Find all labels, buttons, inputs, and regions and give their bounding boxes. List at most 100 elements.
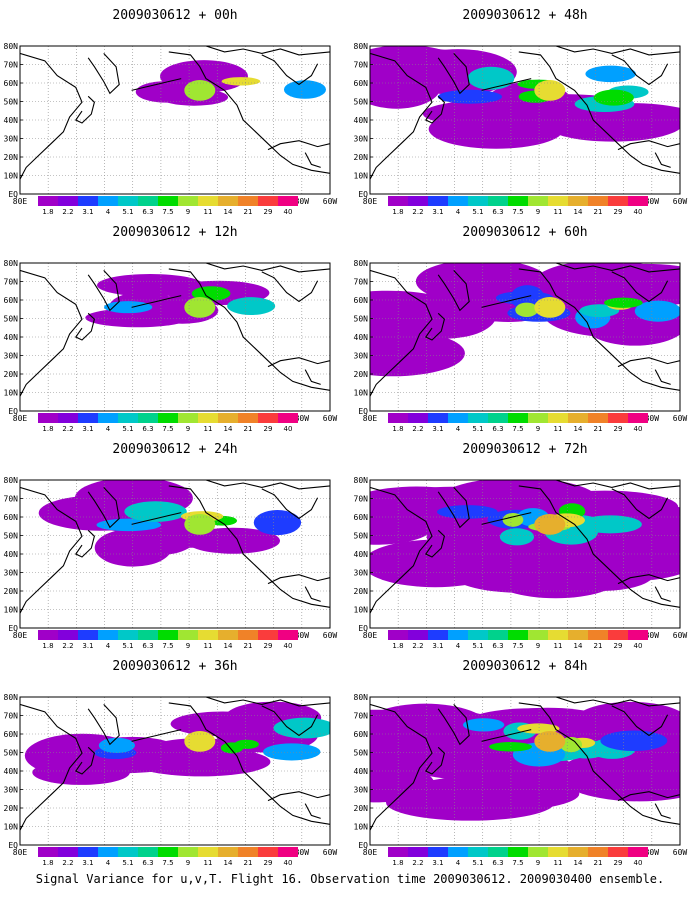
colorbar-label: 4 bbox=[105, 642, 111, 650]
colorbar-label: 9 bbox=[185, 859, 191, 867]
variance-region bbox=[221, 77, 261, 86]
colorbar-swatch bbox=[118, 847, 138, 857]
colorbar-swatch bbox=[528, 196, 548, 206]
latitude-label: 40N bbox=[4, 550, 19, 559]
colorbar-swatch bbox=[488, 630, 508, 640]
coastline bbox=[611, 271, 669, 303]
colorbar-label: 40 bbox=[283, 425, 293, 433]
colorbar-label: 29 bbox=[613, 642, 623, 650]
latitude-label: 10N bbox=[354, 823, 369, 832]
latitude-label: 20N bbox=[4, 153, 19, 162]
coastline bbox=[654, 152, 671, 168]
variance-region bbox=[467, 66, 515, 90]
variance-region bbox=[94, 528, 172, 567]
colorbar: 1.8 2.2 3.1 4 5.1 6.3 7.5 9 11 14 21 29 40 bbox=[38, 847, 298, 867]
colorbar-swatch bbox=[218, 196, 238, 206]
latitude-label: 30N bbox=[354, 786, 369, 795]
longitude-label: 80E bbox=[363, 848, 378, 857]
latitude-label: 10N bbox=[354, 389, 369, 398]
colorbar-label: 14 bbox=[573, 642, 583, 650]
latitude-label: 30N bbox=[354, 135, 369, 144]
coastline bbox=[437, 53, 470, 95]
longitude-label: 60W bbox=[323, 414, 338, 423]
colorbar-label: 1.8 bbox=[392, 425, 404, 433]
latitude-label: 20N bbox=[354, 153, 369, 162]
coastline bbox=[261, 705, 319, 737]
colorbar: 1.8 2.2 3.1 4 5.1 6.3 7.5 9 11 14 21 29 40 bbox=[38, 196, 298, 216]
colorbar-label: 3.1 bbox=[432, 208, 444, 216]
coastline bbox=[611, 705, 669, 737]
colorbar-swatch bbox=[198, 196, 218, 206]
variance-region bbox=[370, 330, 465, 377]
coastline bbox=[205, 480, 330, 490]
colorbar-swatch bbox=[608, 413, 628, 423]
coastline bbox=[261, 54, 319, 86]
latitude-label: 20N bbox=[4, 587, 19, 596]
colorbar-swatch bbox=[258, 196, 278, 206]
colorbar-label: 7.5 bbox=[512, 208, 524, 216]
colorbar-swatch bbox=[98, 630, 118, 640]
variance-region bbox=[437, 505, 498, 519]
variance-region bbox=[370, 709, 464, 750]
coastline bbox=[205, 46, 330, 56]
colorbar-label: 1.8 bbox=[392, 859, 404, 867]
variance-map: 80N70N60N50N40N30N20N10NEQ80E100E120E140… bbox=[4, 476, 338, 640]
variance-region bbox=[450, 552, 586, 593]
colorbar-label: 40 bbox=[633, 642, 643, 650]
colorbar-swatch bbox=[138, 196, 158, 206]
latitude-label: 70N bbox=[4, 712, 19, 721]
latitude-label: 40N bbox=[354, 116, 369, 125]
colorbar-label: 6.3 bbox=[142, 642, 154, 650]
coastline bbox=[370, 486, 433, 614]
colorbar-swatch bbox=[388, 847, 408, 857]
colorbar-swatch bbox=[448, 413, 468, 423]
colorbar-label: 11 bbox=[203, 208, 213, 216]
colorbar-label: 2.2 bbox=[412, 208, 424, 216]
latitude-label: 60N bbox=[354, 513, 369, 522]
colorbar-swatch bbox=[528, 413, 548, 423]
variance-region bbox=[502, 512, 524, 527]
latitude-label: EQ bbox=[8, 190, 18, 199]
coastline bbox=[205, 697, 330, 707]
variance-region bbox=[370, 290, 452, 322]
colorbar-label: 2.2 bbox=[62, 642, 74, 650]
colorbar-label: 2.2 bbox=[62, 859, 74, 867]
colorbar-label: 21 bbox=[593, 642, 603, 650]
coastline bbox=[370, 703, 433, 831]
latitude-label: 80N bbox=[354, 42, 369, 51]
map-panel: 2009030612 + 72h 80N 70N 60N 50N 40N 30N 20N 10N… bbox=[350, 442, 700, 652]
colorbar-label: 40 bbox=[283, 642, 293, 650]
colorbar-label: 6.3 bbox=[492, 859, 504, 867]
colorbar-swatch bbox=[218, 630, 238, 640]
colorbar-label: 11 bbox=[203, 859, 213, 867]
colorbar-swatch bbox=[98, 196, 118, 206]
colorbar: 1.8 2.2 3.1 4 5.1 6.3 7.5 9 11 14 21 29 40 bbox=[38, 413, 298, 433]
variance-region bbox=[370, 48, 490, 80]
latitude-label: 10N bbox=[4, 389, 19, 398]
coastline bbox=[74, 312, 96, 341]
variance-region bbox=[184, 297, 216, 318]
colorbar-swatch bbox=[428, 413, 448, 423]
colorbar-label: 7.5 bbox=[162, 642, 174, 650]
colorbar-swatch bbox=[588, 847, 608, 857]
colorbar-label: 11 bbox=[203, 425, 213, 433]
longitude-label: 60W bbox=[323, 848, 338, 857]
panel-title: 2009030612 + 12h bbox=[112, 225, 238, 240]
colorbar-label: 3.1 bbox=[82, 208, 94, 216]
colorbar-swatch bbox=[258, 847, 278, 857]
panel-title: 2009030612 + 48h bbox=[462, 8, 588, 23]
colorbar: 1.8 2.2 3.1 4 5.1 6.3 7.5 9 11 14 21 29 40 bbox=[38, 630, 298, 650]
colorbar-swatch bbox=[58, 196, 78, 206]
longitude-label: 80W bbox=[645, 848, 660, 857]
coastline bbox=[424, 529, 446, 558]
variance-region bbox=[437, 89, 503, 104]
latitude-label: 30N bbox=[354, 352, 369, 361]
colorbar-swatch bbox=[628, 196, 648, 206]
colorbar-swatch bbox=[588, 413, 608, 423]
colorbar-label: 9 bbox=[535, 642, 541, 650]
latitude-label: 70N bbox=[354, 61, 369, 70]
variance-map: 80N70N60N50N40N30N20N10NEQ80E100E120E140… bbox=[354, 259, 688, 423]
colorbar-label: 5.1 bbox=[122, 859, 134, 867]
variance-region bbox=[534, 731, 566, 752]
colorbar-label: 6.3 bbox=[142, 208, 154, 216]
